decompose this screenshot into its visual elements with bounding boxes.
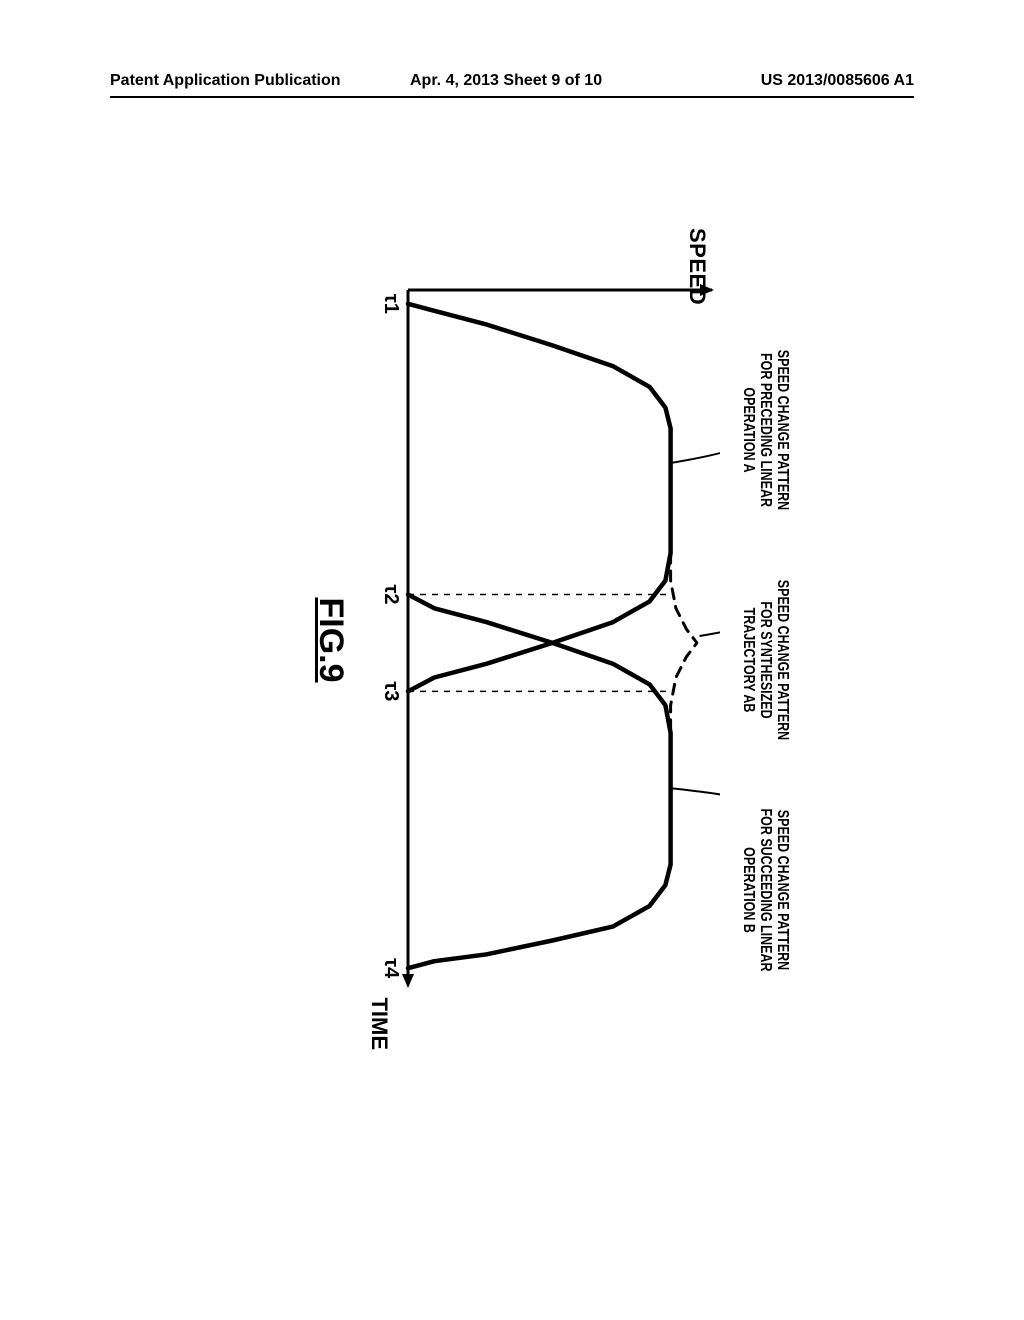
callout-curve-b: SPEED CHANGE PATTERN FOR SUCCEEDING LINE… xyxy=(740,796,790,983)
x-tick-tau1: τ1 xyxy=(379,294,402,314)
header-mid: Apr. 4, 2013 Sheet 9 of 10 xyxy=(410,72,602,90)
callout-curve-ab: SPEED CHANGE PATTERN FOR SYNTHESIZED TRA… xyxy=(740,566,790,753)
x-axis-label: TIME xyxy=(366,997,392,1050)
figure-container: SPEED TIME SPEED CHANGE PATTERN FOR PREC… xyxy=(150,370,990,910)
x-tick-tau2: τ2 xyxy=(379,584,402,604)
x-tick-tau4: τ4 xyxy=(379,958,402,978)
figure-caption: FIG.9 xyxy=(311,220,350,1060)
speed-time-chart xyxy=(390,280,720,1000)
x-tick-tau3: τ3 xyxy=(379,681,402,701)
header-right: US 2013/0085606 A1 xyxy=(761,72,914,90)
callout-curve-a: SPEED CHANGE PATTERN FOR PRECEDING LINEA… xyxy=(740,336,790,523)
header-left: Patent Application Publication xyxy=(110,72,341,90)
